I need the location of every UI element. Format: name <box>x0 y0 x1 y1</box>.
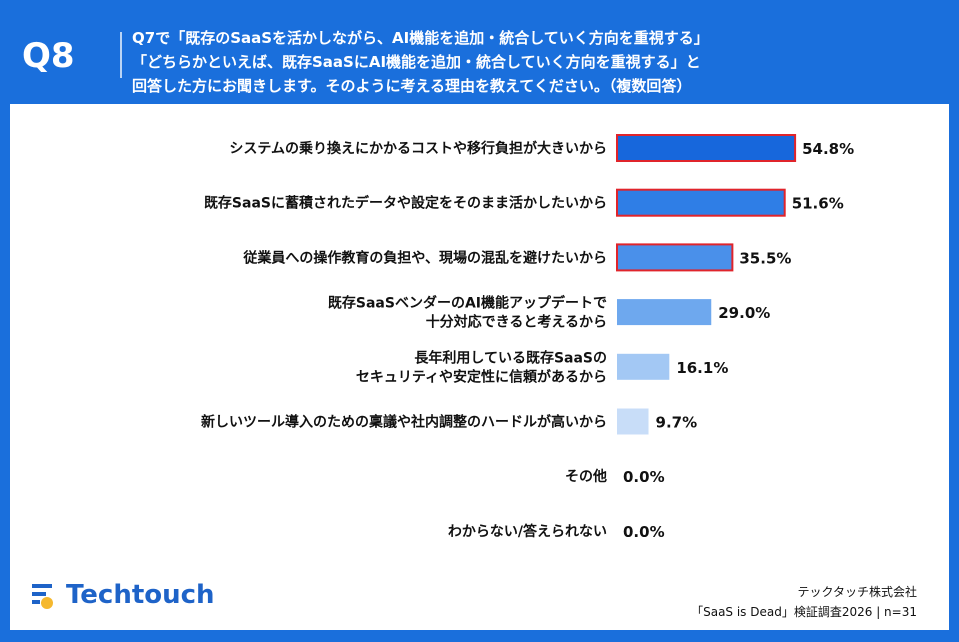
bar <box>616 243 734 272</box>
techtouch-logo: Techtouch <box>30 580 215 610</box>
category-label: 長年利用している既存SaaSの <box>414 349 607 366</box>
value-label: 54.8% <box>802 140 854 158</box>
question-line: Q7で「既存のSaaSを活かしながら、AI機能を追加・統合していく方向を重視する… <box>132 29 709 47</box>
category-label: 新しいツール導入のための稟議や社内調整のハードルが高いから <box>201 414 607 431</box>
question-line: 「どちらかといえば、既存SaaSにAI機能を追加・統合していく方向を重視する」と <box>132 53 701 71</box>
category-label: 従業員への操作教育の負担や、現場の混乱を避けたいから <box>242 249 607 266</box>
category-label: 十分対応できると考えるから <box>426 314 607 331</box>
value-label: 16.1% <box>676 359 728 377</box>
category-label: その他 <box>565 468 607 485</box>
header: Q8 Q7で「既存のSaaSを活かしながら、AI機能を追加・統合していく方向を重… <box>0 0 959 104</box>
company-name: テックタッチ株式会社 <box>797 585 917 599</box>
question-number: Q8 <box>22 36 75 76</box>
value-label: 35.5% <box>739 249 791 267</box>
value-label: 0.0% <box>623 468 665 486</box>
value-label: 0.0% <box>623 523 665 541</box>
category-label: わからない/答えられない <box>448 523 607 540</box>
bar <box>617 299 712 326</box>
source-note: テックタッチ株式会社 「SaaS is Dead」検証調査2026 | n=31 <box>691 582 917 622</box>
category-label: システムの乗り換えにかかるコストや移行負担が大きいから <box>229 140 607 157</box>
value-label: 9.7% <box>656 414 698 432</box>
question-line: 回答した方にお聞きします。そのように考える理由を教えてください。（複数回答） <box>132 77 692 95</box>
bar <box>616 188 786 217</box>
value-label: 29.0% <box>718 304 770 322</box>
chart-panel <box>10 104 949 630</box>
logo-text: Techtouch <box>66 580 215 610</box>
bar <box>616 134 797 162</box>
logo-icon <box>32 584 53 609</box>
category-label: セキュリティや安定性に信頼があるから <box>356 368 607 385</box>
value-label: 51.6% <box>792 195 844 213</box>
bar <box>617 408 649 435</box>
bar <box>617 353 670 380</box>
header-divider <box>120 32 122 78</box>
category-label: 既存SaaSに蓄積されたデータや設定をそのまま活かしたいから <box>204 195 607 212</box>
question-text: Q7で「既存のSaaSを活かしながら、AI機能を追加・統合していく方向を重視する… <box>132 26 709 98</box>
category-label: 既存SaaSベンダーのAI機能アップデートで <box>328 295 607 312</box>
survey-source: 「SaaS is Dead」検証調査2026 | n=31 <box>691 605 917 619</box>
